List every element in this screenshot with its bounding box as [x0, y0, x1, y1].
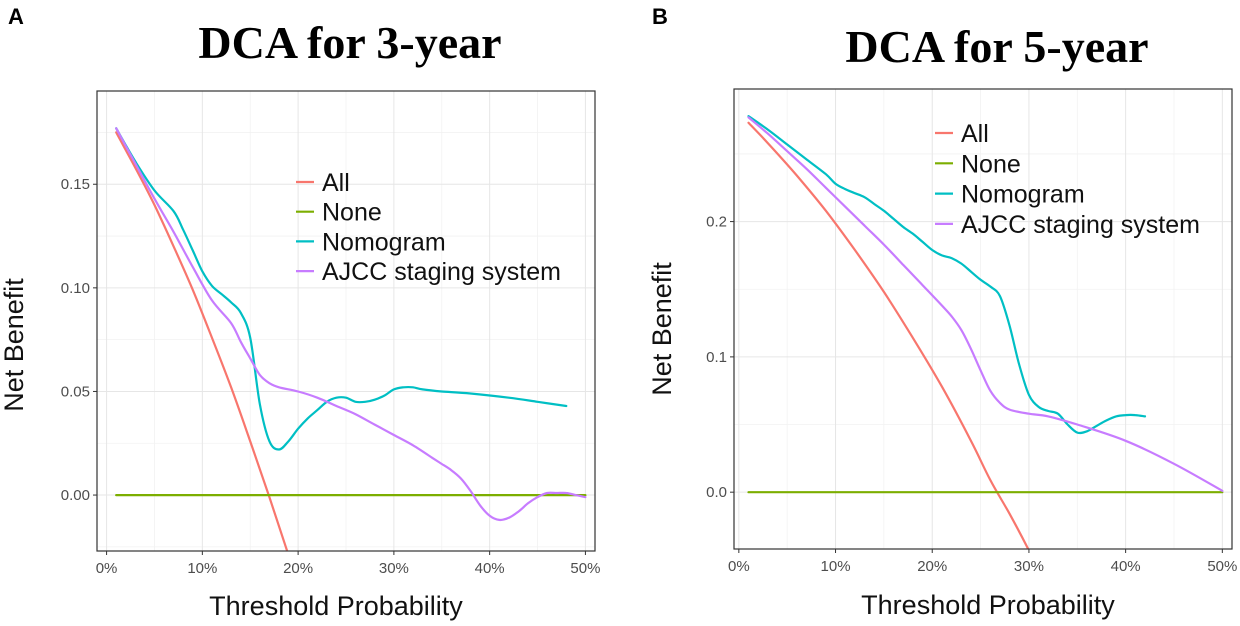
y-tick-label: 0.1	[706, 349, 727, 366]
y-tick-label: 0.15	[61, 176, 90, 193]
series-line-ajcc-staging-system	[115, 127, 587, 522]
series-line-all	[115, 131, 289, 551]
axis-ticks: 0% 10% 20% 30% 40% 50% 0.0 0.1 0.2	[706, 214, 1237, 575]
chart-title: DCA for 3-year	[198, 17, 501, 68]
y-tick-label: 0.0	[706, 484, 727, 501]
legend-label: AJCC staging system	[961, 211, 1200, 239]
legend-label: None	[961, 150, 1021, 178]
plot-frame	[733, 88, 1233, 550]
panel-letter: B	[652, 4, 668, 29]
series-line-all	[747, 121, 1030, 549]
x-tick-label: 30%	[379, 560, 409, 577]
x-tick-label: 10%	[821, 558, 851, 575]
x-tick-label: 50%	[570, 560, 600, 577]
chart-title: DCA for 5-year	[845, 21, 1148, 72]
x-axis-label: Threshold Probability	[209, 591, 463, 621]
legend-label: All	[961, 120, 989, 148]
x-tick-label: 50%	[1207, 558, 1237, 575]
legend-label: None	[322, 199, 382, 227]
y-tick-label: 0.2	[706, 214, 727, 231]
y-tick-label: 0.05	[61, 383, 90, 400]
series-line-nomogram	[115, 127, 568, 451]
legend-label: All	[322, 169, 350, 197]
y-axis-label: Net Benefit	[0, 278, 29, 412]
legend-label: Nomogram	[961, 181, 1085, 209]
panel-letter: A	[8, 4, 24, 29]
x-tick-label: 40%	[1111, 558, 1141, 575]
x-tick-label: 20%	[283, 560, 313, 577]
series-layer	[115, 127, 587, 551]
grid	[97, 91, 595, 551]
panel-a: A DCA for 3-year 0% 10% 20% 30% 40% 50% 0.00 0.…	[0, 4, 600, 621]
series-layer	[747, 115, 1224, 549]
x-tick-label: 0%	[728, 558, 750, 575]
y-tick-label: 0.10	[61, 280, 90, 297]
y-axis-label: Net Benefit	[647, 262, 677, 396]
series-line-nomogram	[747, 115, 1147, 435]
y-tick-label: 0.00	[61, 487, 90, 504]
x-tick-label: 0%	[96, 560, 118, 577]
x-tick-label: 20%	[917, 558, 947, 575]
legend-label: Nomogram	[322, 228, 446, 256]
series-line-ajcc-staging-system	[747, 116, 1224, 492]
x-tick-label: 30%	[1014, 558, 1044, 575]
plot-frame	[96, 90, 596, 552]
x-tick-label: 10%	[187, 560, 217, 577]
legend-label: AJCC staging system	[322, 258, 561, 286]
axis-ticks: 0% 10% 20% 30% 40% 50% 0.00 0.05 0.10 0.15	[61, 176, 601, 577]
x-axis-label: Threshold Probability	[861, 590, 1115, 620]
x-tick-label: 40%	[475, 560, 505, 577]
panel-b: B DCA for 5-year 0% 10% 20% 30% 40% 50% 0.0 0.1…	[647, 4, 1237, 620]
